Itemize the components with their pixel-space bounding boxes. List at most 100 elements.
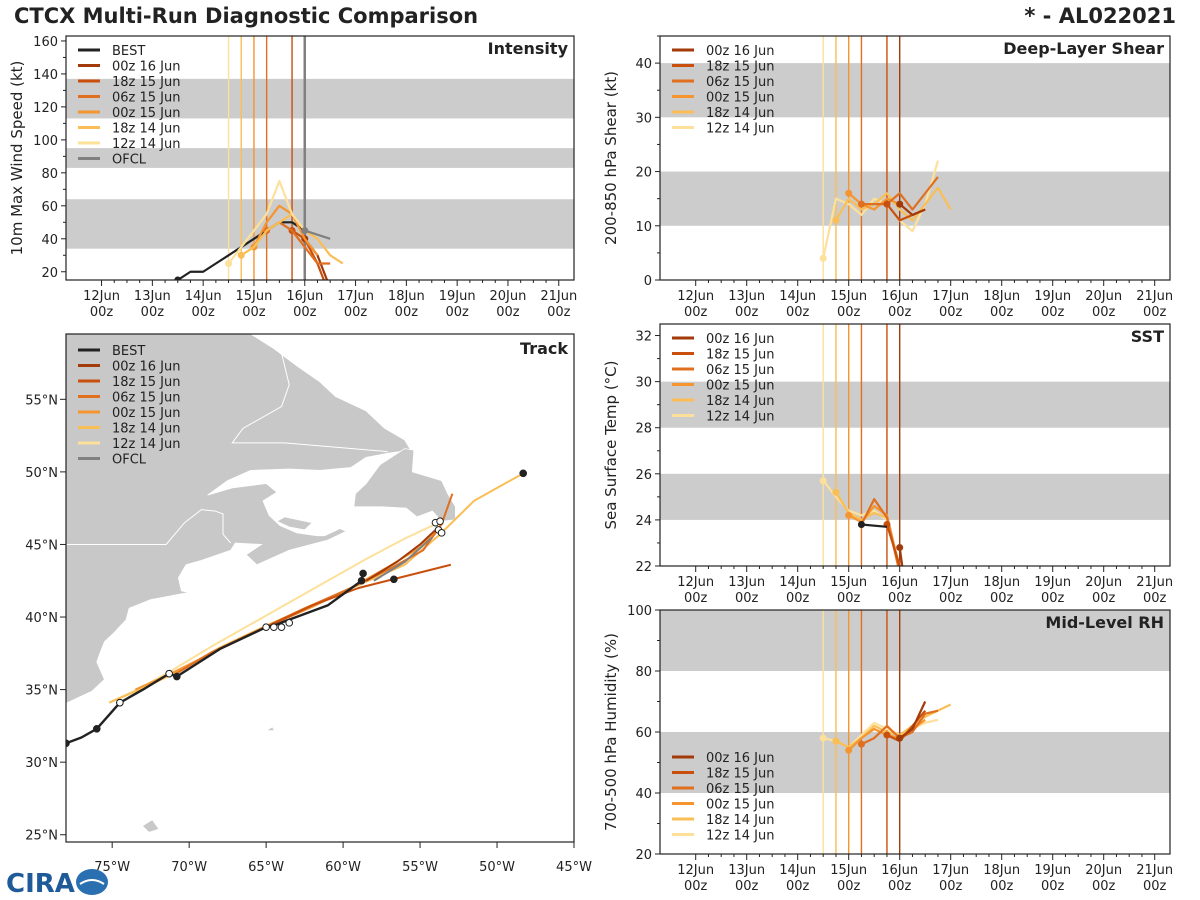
sst-series-start-00z-16-jun	[896, 544, 904, 552]
shear-ytick-label: 40	[635, 57, 652, 72]
track-series-18z-15-jun	[265, 563, 452, 629]
track-xtick-label: 70°W	[171, 860, 207, 875]
sst-xtick-day: 19Jun	[1034, 575, 1071, 590]
rh-title: Mid-Level RH	[1045, 613, 1164, 632]
sst-xtick-hour: 00z	[1092, 591, 1116, 606]
shear-series-start-00z-15-jun	[845, 189, 853, 197]
shear-xtick-hour: 00z	[1041, 305, 1065, 320]
sst-xtick-hour: 00z	[990, 591, 1014, 606]
sst-ytick-label: 30	[635, 376, 652, 391]
rh-series-start-12z-14-jun	[819, 734, 827, 742]
intensity-ytick-label: 20	[41, 266, 58, 281]
rh-xtick-day: 18Jun	[983, 863, 1020, 878]
rh-legend-label: 18z 15 Jun	[706, 767, 775, 782]
rh-series-start-00z-16-jun	[896, 734, 904, 742]
intensity-xtick-hour: 00z	[242, 305, 266, 320]
track-ytick-label: 30°N	[25, 756, 58, 771]
intensity-xtick-day: 19Jun	[439, 289, 476, 304]
shear-legend-label: 12z 14 Jun	[706, 122, 775, 137]
sst-legend-label: 18z 15 Jun	[706, 348, 775, 363]
land-pei	[276, 516, 314, 531]
sst-xtick-hour: 00z	[1143, 591, 1167, 606]
shear-xtick-day: 13Jun	[728, 289, 765, 304]
intensity-ytick-label: 140	[33, 68, 58, 83]
track-ytick-label: 50°N	[25, 466, 58, 481]
rh-xtick-hour: 00z	[1143, 879, 1167, 894]
sst-xtick-day: 18Jun	[983, 575, 1020, 590]
shear-xtick-day: 19Jun	[1034, 289, 1071, 304]
rh-xtick-day: 19Jun	[1034, 863, 1071, 878]
track-legend-label: OFCL	[112, 453, 147, 468]
rh-legend-label: 12z 14 Jun	[706, 829, 775, 844]
sst-xtick-day: 16Jun	[881, 575, 918, 590]
sst-ytick-label: 22	[635, 560, 652, 575]
intensity-legend-label: OFCL	[112, 153, 147, 168]
rh-plot-area	[660, 610, 1170, 854]
sst-series-best	[861, 523, 888, 528]
track-position-open	[436, 517, 444, 526]
sst-band-0	[660, 473, 1170, 520]
shear-xtick-hour: 00z	[990, 305, 1014, 320]
intensity-xtick-hour: 00z	[293, 305, 317, 320]
intensity-series-18z-15-jun	[291, 229, 325, 280]
intensity-title: Intensity	[488, 39, 569, 58]
storm-id: * - AL022021	[1024, 4, 1176, 28]
intensity-xtick-day: 17Jun	[337, 289, 374, 304]
track-xtick-label: 55°W	[402, 860, 438, 875]
shear-xtick-hour: 00z	[1092, 305, 1116, 320]
sst-series-start-18z-14-jun	[832, 488, 840, 496]
shear-series-12z-14-jun	[822, 160, 940, 259]
rh-legend-label: 00z 15 Jun	[706, 798, 775, 813]
rh-xtick-day: 15Jun	[830, 863, 867, 878]
intensity-ytick-label: 100	[33, 134, 58, 149]
sst-xtick-day: 21Jun	[1136, 575, 1173, 590]
shear-legend-label: 18z 14 Jun	[706, 106, 775, 121]
intensity-xtick-hour: 00z	[90, 305, 114, 320]
sst-frame	[659, 323, 1171, 567]
intensity-xtick-hour: 00z	[141, 305, 165, 320]
shear-xtick-day: 21Jun	[1136, 289, 1173, 304]
shear-xtick-hour: 00z	[684, 305, 708, 320]
sst-legend-label: 00z 15 Jun	[706, 379, 775, 394]
intensity-xtick-day: 21Jun	[540, 289, 577, 304]
rh-ytick-label: 100	[627, 604, 652, 619]
intensity-series-ofcl	[304, 229, 331, 240]
sst-legend-label: 12z 14 Jun	[706, 410, 775, 425]
sst-series-start-00z-15-jun	[845, 511, 853, 519]
intensity-band-1	[66, 148, 574, 168]
sst-series-start-12z-14-jun	[819, 477, 827, 485]
rh-ylabel: 700-500 hPa Humidity (%)	[602, 633, 620, 831]
shear-xtick-day: 20Jun	[1085, 289, 1122, 304]
track-position-open	[437, 529, 446, 537]
rh-legend-label: 06z 15 Jun	[706, 782, 775, 797]
logo-text: CIRA	[6, 869, 75, 899]
track-ytick-label: 25°N	[25, 829, 58, 844]
shear-ytick-label: 0	[644, 274, 652, 289]
rh-xtick-hour: 00z	[735, 879, 759, 894]
shear-band-1	[660, 63, 1170, 118]
sst-xtick-hour: 00z	[786, 591, 810, 606]
track-ytick-label: 40°N	[25, 611, 58, 626]
border-us-canada	[66, 509, 232, 545]
land-newfoundland	[353, 448, 456, 522]
shear-xtick-hour: 00z	[888, 305, 912, 320]
shear-xtick-day: 15Jun	[830, 289, 867, 304]
rh-series-18z-14-jun	[835, 703, 952, 749]
intensity-legend-label: 00z 15 Jun	[112, 106, 181, 121]
sst-legend-label: 18z 14 Jun	[706, 394, 775, 409]
rh-ytick-label: 20	[635, 848, 652, 863]
rh-series-start-18z-15-jun	[883, 731, 891, 739]
intensity-frame	[65, 35, 575, 281]
shear-xtick-hour: 00z	[735, 305, 759, 320]
figure-title: CTCX Multi-Run Diagnostic Comparison	[14, 4, 479, 28]
shear-xtick-hour: 00z	[837, 305, 861, 320]
track-legend-label: 00z 15 Jun	[112, 406, 181, 421]
land-north-america	[66, 334, 412, 704]
rh-xtick-hour: 00z	[990, 879, 1014, 894]
shear-ytick-label: 30	[635, 111, 652, 126]
track-series-12z-14-jun	[111, 521, 439, 703]
shear-series-start-18z-15-jun	[883, 200, 891, 208]
land-bahamas	[142, 820, 159, 832]
track-series-00z-16-jun	[365, 529, 437, 582]
